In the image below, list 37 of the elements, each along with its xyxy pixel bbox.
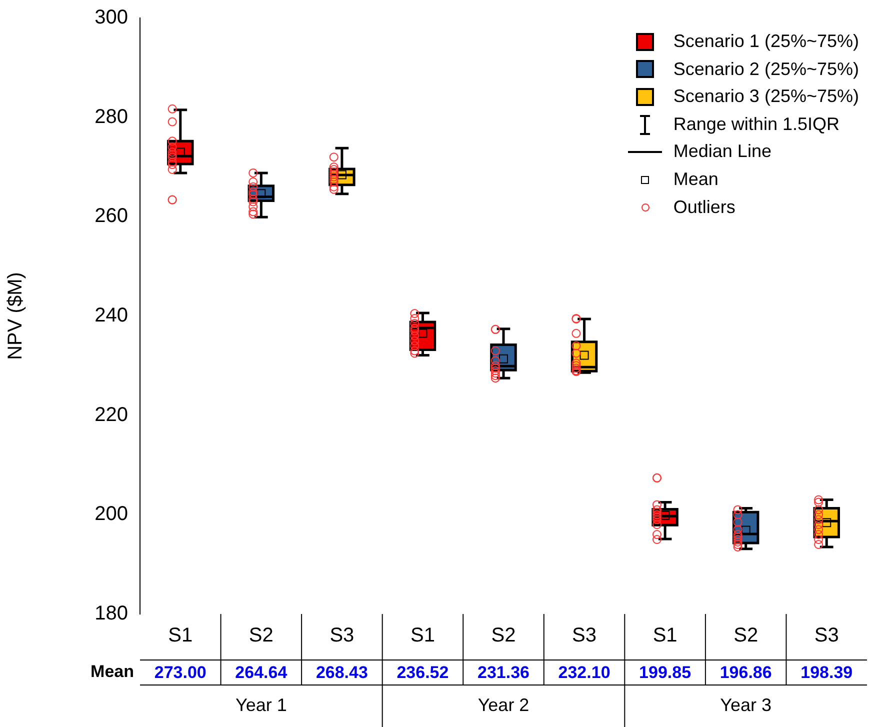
x-tick-label: S1 — [168, 624, 193, 647]
legend-label: Scenario 2 (25%~75%) — [673, 58, 859, 81]
text: 198.39 — [800, 663, 853, 682]
y-tick-label: 280 — [94, 106, 128, 128]
annotation: Mean — [673, 168, 718, 191]
x-tick-label: S3 — [330, 624, 354, 647]
y-tick-label: 200 — [94, 503, 128, 526]
annotation: Median Line — [673, 140, 772, 164]
y-tick-label: 300 — [94, 6, 128, 29]
x-tick-label: S2 — [734, 624, 758, 647]
x-tick-label: S1 — [410, 624, 435, 647]
legend-label: Scenario 3 (25%~75%) — [673, 85, 859, 108]
x-tick-label: S3 — [572, 624, 597, 647]
y-tick-label: 220 — [94, 404, 128, 426]
x-tick-label: S2 — [248, 624, 274, 647]
text: 264.64 — [235, 663, 288, 682]
text: 268.43 — [316, 663, 368, 682]
y-axis-title: NPV ($M) — [4, 272, 27, 360]
y-tick-label: 240 — [94, 304, 128, 327]
text: 231.36 — [478, 663, 530, 682]
text: 196.86 — [720, 663, 772, 682]
x-tick-label: S3 — [814, 624, 839, 647]
x-tick-label: S2 — [491, 624, 516, 647]
text: 273.00 — [154, 663, 206, 682]
y-tick-label: 260 — [94, 205, 128, 228]
text: Year 1 — [235, 694, 287, 715]
x-tick-label: S1 — [652, 624, 678, 647]
text: Year 2 — [478, 694, 530, 715]
text: Mean — [90, 662, 134, 682]
text: Year 3 — [720, 694, 772, 715]
text: 199.85 — [639, 663, 692, 682]
annotation: Outliers — [673, 196, 736, 219]
text: 236.52 — [396, 663, 449, 682]
annotation: Range within 1.5IQR — [673, 112, 840, 136]
legend-label: Scenario 1 (25%~75%) — [673, 30, 859, 53]
text: 232.10 — [558, 663, 610, 682]
y-tick-label: 180 — [94, 602, 128, 625]
